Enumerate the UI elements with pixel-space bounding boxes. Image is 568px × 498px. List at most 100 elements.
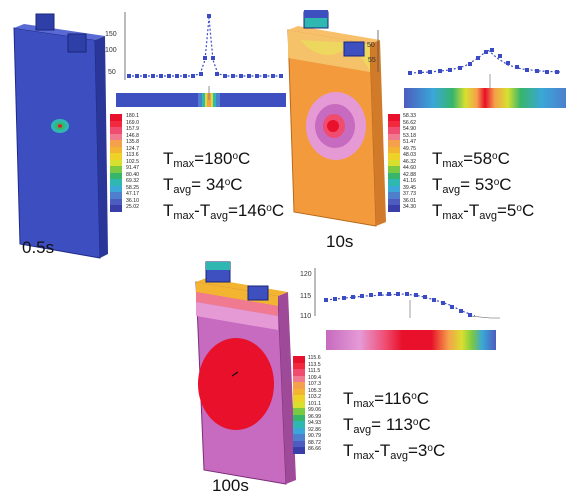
legend-swatch [388,185,400,192]
profile1-tick-1: 100 [105,47,117,54]
legend-swatch [110,133,122,140]
legend-value: 54.90 [403,126,416,132]
stat-tdiff-2: Tmax-Tavg=5oC [432,201,535,222]
legend-swatch [388,114,400,121]
legend-value: 124.7 [126,145,139,152]
legend-value: 86.66 [308,446,321,452]
legend-swatch [110,198,122,205]
battery-cell-1 [13,13,108,259]
legend-value: 37.73 [403,191,416,197]
legend-value: 115.6 [308,355,321,361]
legend-value: 56.62 [403,119,416,126]
legend-swatch [388,172,400,179]
stat-tmax-1: Tmax=180oC [163,149,251,170]
legend-swatch [110,185,122,192]
legend-value: 135.8 [126,139,139,145]
legend-value: 94.93 [308,420,321,426]
legend-swatch [293,401,305,408]
legend-swatch [388,140,400,147]
legend-values-1: 180.1 169.0 157.9 146.8 135.8 124.7 113.6 102.5… [126,114,139,212]
profile3-tick-0: 120 [300,271,312,278]
temperature-profile-2: 50 55 [367,30,566,108]
color-legend-3 [293,356,305,454]
legend-swatch [110,120,122,127]
legend-swatch [293,447,305,454]
legend-swatch [293,414,305,421]
legend-value: 107.3 [308,381,321,387]
legend-swatch [293,382,305,389]
legend-swatch [388,192,400,199]
legend-value: 180.1 [126,113,139,119]
battery-cell-2 [287,10,386,227]
stat-tavg-1: Tavg= 34oC [163,175,243,196]
legend-value: 53.18 [403,132,416,139]
legend-value: 157.9 [126,126,139,132]
legend-swatch [293,434,305,441]
legend-value: 25.02 [126,204,139,210]
legend-value: 105.3 [308,387,321,394]
temperature-profile-1: 150 100 50 [105,12,286,107]
stat-tdiff-3: Tmax-Tavg=3oC [343,441,446,462]
legend-swatch [388,179,400,186]
legend-swatch [293,395,305,402]
stat-tdiff-1: Tmax-Tavg=146oC [163,201,285,222]
legend-value: 44.60 [403,165,416,171]
profile1-tick-2: 50 [108,69,116,76]
profile2-tick-1: 55 [368,57,376,64]
profile3-tick-2: 110 [300,313,311,320]
legend-swatch [110,166,122,173]
legend-value: 90.79 [308,433,321,439]
legend-swatch [293,362,305,369]
legend-swatch [110,153,122,160]
legend-value: 48.03 [403,152,416,158]
legend-swatch [293,369,305,376]
legend-value: 34.30 [403,204,416,210]
time-label-1: 0.5s [22,238,55,257]
battery-cell-3 [195,261,296,485]
legend-value: 80.40 [126,171,139,178]
legend-swatch [110,192,122,199]
legend-swatch [293,421,305,428]
legend-swatch [110,205,122,212]
legend-value: 113.5 [308,361,321,368]
legend-value: 96.99 [308,413,321,420]
legend-swatch [110,114,122,121]
legend-value: 99.06 [308,407,321,413]
temperature-profile-3: 120 115 110 [300,268,500,350]
legend-value: 69.32 [126,178,139,184]
legend-value: 88.72 [308,439,321,446]
stat-tavg-2: Tavg= 53oC [432,175,512,196]
legend-swatch [388,198,400,205]
legend-value: 58.25 [126,184,139,191]
legend-value: 42.88 [403,171,416,178]
legend-value: 47.17 [126,191,139,197]
stat-tmax-2: Tmax=58oC [432,149,510,170]
legend-swatch [110,146,122,153]
legend-value: 146.8 [126,132,139,139]
legend-swatch [388,133,400,140]
legend-value: 58.33 [403,113,416,119]
legend-swatch [293,356,305,363]
legend-swatch [293,388,305,395]
color-legend-2 [388,114,400,212]
legend-swatch [388,205,400,212]
legend-value: 103.2 [308,394,321,400]
legend-swatch [388,120,400,127]
profile2-tick-0: 50 [367,42,375,49]
profile3-tick-1: 115 [300,293,311,300]
legend-value: 51.47 [403,139,416,145]
legend-value: 39.45 [403,184,416,191]
legend-swatch [293,375,305,382]
legend-swatch [293,440,305,447]
legend-value: 36.01 [403,197,416,204]
legend-values-3: 115.6 113.5 111.5 109.4 107.3 105.3 103.2 101.1… [308,356,321,454]
legend-value: 91.47 [126,165,139,171]
legend-swatch [110,172,122,179]
legend-value: 102.5 [126,158,139,165]
legend-swatch [388,166,400,173]
legend-values-2: 58.33 56.62 54.90 53.18 51.47 49.75 48.03 46.32… [403,114,416,212]
legend-value: 41.16 [403,178,416,184]
color-legend-1 [110,114,122,212]
legend-swatch [293,408,305,415]
stat-tavg-3: Tavg= 113oC [343,415,431,436]
